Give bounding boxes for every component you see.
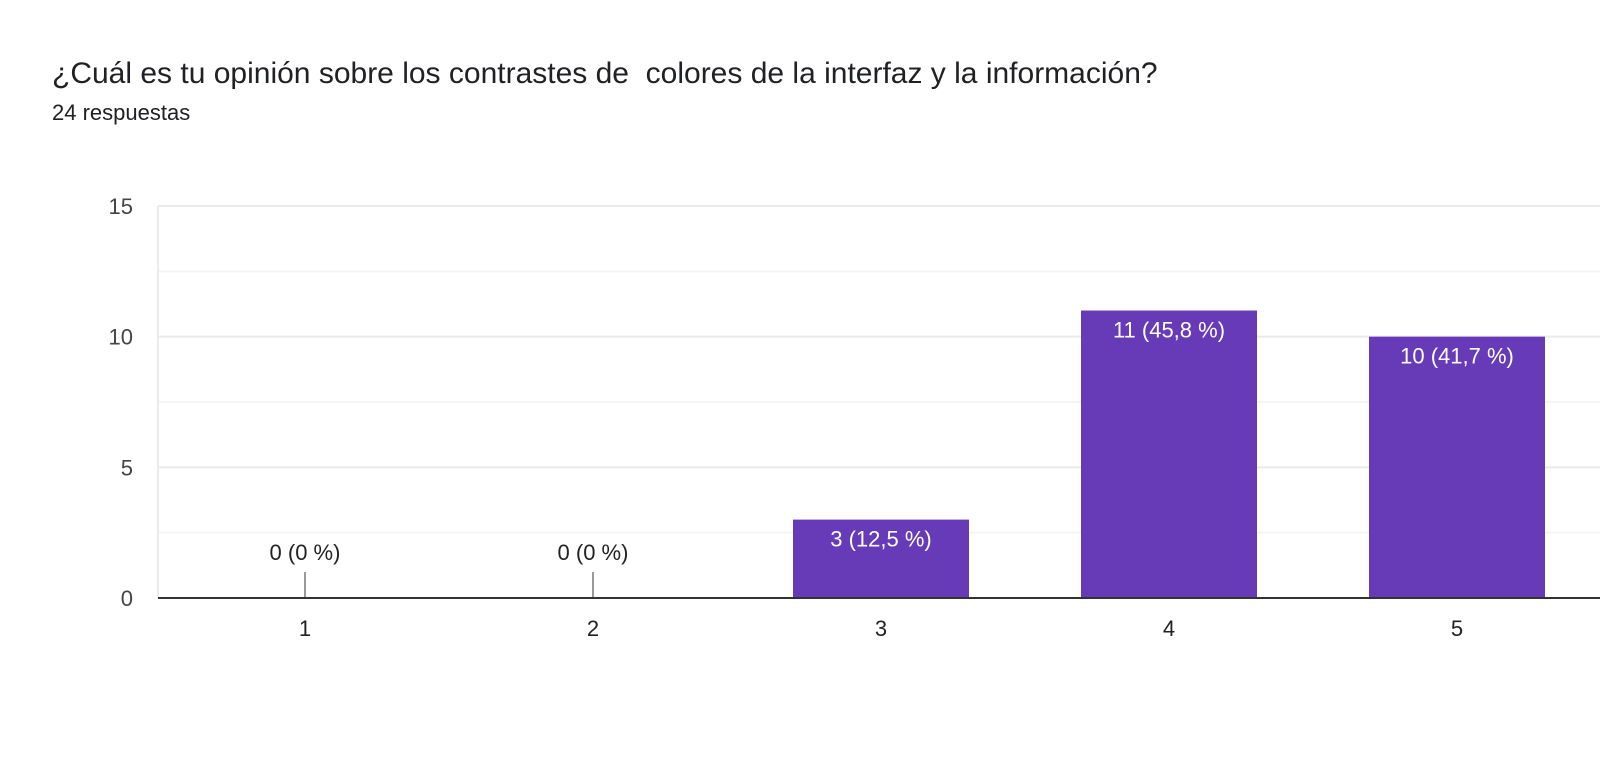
bar-4 bbox=[1081, 310, 1257, 598]
bars bbox=[304, 310, 1545, 598]
y-tick-label: 0 bbox=[121, 586, 133, 611]
x-tick-label: 5 bbox=[1451, 616, 1463, 641]
chart-header: ¿Cuál es tu opinión sobre los contrastes… bbox=[52, 52, 1552, 128]
labels: 0 5 10 15 0 (0 %) 1 0 (0 %) 2 3 (12,5 %) 3 11 (45,… bbox=[109, 194, 1514, 641]
response-count: 24 respuestas bbox=[52, 100, 191, 125]
bar-3 bbox=[793, 519, 969, 598]
y-tick-label: 10 bbox=[109, 325, 133, 350]
data-label: 0 (0 %) bbox=[558, 540, 629, 565]
data-label: 11 (45,8 %) bbox=[1113, 318, 1225, 343]
x-tick-label: 3 bbox=[875, 616, 887, 641]
chart-title: ¿Cuál es tu opinión sobre los contrastes… bbox=[52, 57, 1158, 90]
x-tick-label: 4 bbox=[1163, 616, 1175, 641]
axes bbox=[157, 206, 1600, 599]
bar-5 bbox=[1369, 336, 1545, 598]
x-tick-label: 2 bbox=[587, 616, 599, 641]
data-label: 3 (12,5 %) bbox=[830, 527, 932, 552]
y-tick-label: 5 bbox=[121, 455, 133, 480]
x-tick-label: 1 bbox=[299, 616, 311, 641]
data-label: 0 (0 %) bbox=[270, 540, 341, 565]
data-label: 10 (41,7 %) bbox=[1400, 344, 1514, 369]
y-tick-label: 15 bbox=[109, 194, 133, 219]
